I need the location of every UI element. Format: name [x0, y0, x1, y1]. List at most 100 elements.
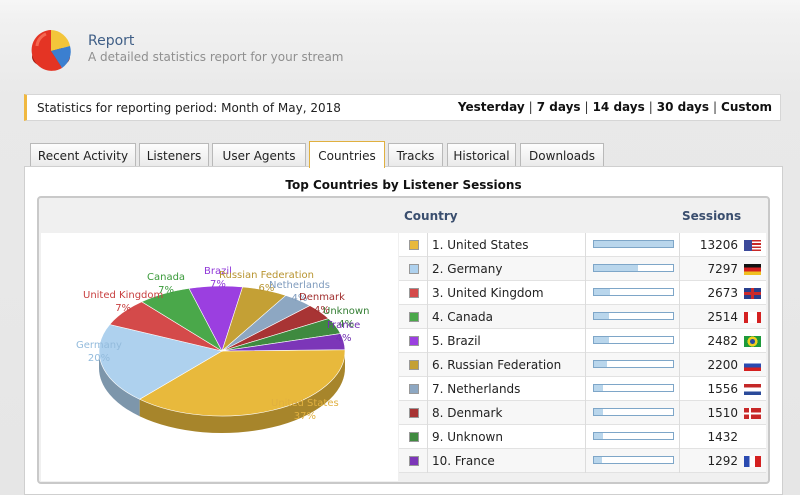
session-count: 1292: [707, 454, 738, 468]
cell-divider: [585, 281, 586, 305]
pie-label: Germany 20%: [76, 339, 122, 365]
cell-divider: [427, 377, 428, 401]
tab-historical[interactable]: Historical: [447, 143, 516, 167]
legend-swatch: [409, 312, 419, 322]
tab-user-agents[interactable]: User Agents: [212, 143, 306, 167]
table-row[interactable]: 8. Denmark 1510: [399, 401, 766, 425]
cell-divider: [427, 329, 428, 353]
tab-downloads[interactable]: Downloads: [520, 143, 604, 167]
pie-label-pct: 7%: [158, 285, 174, 296]
pie-slice-side: [99, 351, 140, 417]
pie-label-pct: 7%: [210, 279, 226, 290]
ru-flag-icon: [744, 360, 761, 371]
tab-countries[interactable]: Countries: [309, 141, 385, 168]
pie-label-name: Unknown: [323, 306, 370, 317]
session-bar-fill: [594, 457, 602, 463]
pie-label-pct: 7%: [115, 303, 132, 314]
session-bar-fill: [594, 313, 609, 319]
pie-label-pct: 4%: [338, 319, 355, 330]
cell-divider: [679, 305, 680, 329]
column-header-country[interactable]: Country: [404, 209, 458, 223]
tab-recent-activity[interactable]: Recent Activity: [30, 143, 136, 167]
separator: |: [648, 100, 653, 114]
period-label: Statistics for reporting period: Month o…: [37, 101, 341, 115]
pie-slice[interactable]: [138, 349, 346, 417]
pie-slice[interactable]: [221, 333, 346, 352]
cell-divider: [585, 257, 586, 281]
table-row[interactable]: 2. Germany 7297: [399, 257, 766, 281]
session-count: 13206: [699, 238, 738, 252]
session-bar: [593, 360, 674, 368]
fr-flag-icon: [744, 456, 761, 467]
session-count: 2514: [707, 310, 738, 324]
table-row[interactable]: 6. Russian Federation 2200: [399, 353, 766, 377]
session-bar-fill: [594, 361, 608, 367]
country-table: 1. United States 13206 2. Germany 7297 3. Un…: [399, 233, 766, 473]
session-bar: [593, 288, 674, 296]
period-bar: Statistics for reporting period: Month o…: [24, 94, 781, 121]
report-title: Top Countries by Listener Sessions: [285, 178, 522, 192]
de-flag-icon: [744, 264, 761, 275]
legend-swatch: [409, 360, 419, 370]
pie-label-pct: 6%: [258, 283, 275, 294]
report-header: Report A detailed statistics report for …: [22, 22, 800, 80]
country-name: 10. France: [432, 454, 495, 468]
table-row[interactable]: 9. Unknown 1432: [399, 425, 766, 449]
cell-divider: [427, 425, 428, 449]
cell-divider: [427, 449, 428, 473]
pie-chart-panel: United States 37% Germany 20% United Kingdom…: [41, 233, 398, 481]
country-name: 4. Canada: [432, 310, 493, 324]
nl-flag-icon: [744, 384, 761, 395]
session-count: 2200: [707, 358, 738, 372]
pie-label-name: Netherlands: [269, 280, 330, 291]
session-count: 2673: [707, 286, 738, 300]
pie-label: United States 37%: [271, 397, 339, 423]
pie-label: Netherlands 4%: [269, 279, 330, 305]
table-row[interactable]: 1. United States 13206: [399, 233, 766, 257]
cell-divider: [679, 449, 680, 473]
country-name: 7. Netherlands: [432, 382, 521, 396]
page-subtitle: A detailed statistics report for your st…: [88, 50, 344, 64]
table-row[interactable]: 3. United Kingdom 2673: [399, 281, 766, 305]
session-bar: [593, 336, 674, 344]
column-header-sessions[interactable]: Sessions: [682, 209, 742, 223]
table-row[interactable]: 4. Canada 2514: [399, 305, 766, 329]
pie-label-pct: 37%: [293, 411, 316, 422]
session-count: 2482: [707, 334, 738, 348]
pie-label-pct: 4%: [335, 333, 352, 344]
cell-divider: [679, 425, 680, 449]
period-7days-link[interactable]: 7 days: [536, 100, 581, 114]
pie-label: Unknown 4%: [323, 305, 369, 331]
period-14days-link[interactable]: 14 days: [592, 100, 645, 114]
cell-divider: [679, 377, 680, 401]
cell-divider: [585, 233, 586, 257]
pie-label-pct: 20%: [87, 353, 111, 364]
pie-label: Brazil 7%: [204, 265, 232, 291]
pie-slice[interactable]: [98, 324, 223, 400]
period-30days-link[interactable]: 30 days: [656, 100, 709, 114]
period-custom-link[interactable]: Custom: [721, 100, 772, 114]
legend-swatch: [409, 264, 419, 274]
table-row[interactable]: 7. Netherlands 1556: [399, 377, 766, 401]
period-yesterday-link[interactable]: Yesterday: [457, 100, 525, 114]
pie-label-name: Russian Federation: [219, 270, 314, 281]
cell-divider: [427, 305, 428, 329]
country-name: 6. Russian Federation: [432, 358, 562, 372]
legend-swatch: [409, 336, 419, 346]
pie-slice-side: [139, 351, 345, 433]
pie-label: United Kingdom 7%: [83, 289, 163, 315]
table-row[interactable]: 10. France 1292: [399, 449, 766, 473]
session-count: 7297: [707, 262, 738, 276]
cell-divider: [427, 233, 428, 257]
session-bar: [593, 432, 674, 440]
tab-listeners[interactable]: Listeners: [139, 143, 209, 167]
country-name: 9. Unknown: [432, 430, 503, 444]
tab-tracks[interactable]: Tracks: [388, 143, 443, 167]
cell-divider: [427, 353, 428, 377]
pie-label-name: Germany: [76, 340, 122, 351]
pie-label-name: Canada: [147, 272, 186, 283]
cell-divider: [585, 329, 586, 353]
country-name: 8. Denmark: [432, 406, 503, 420]
pie-label: France 4%: [327, 319, 360, 345]
table-row[interactable]: 5. Brazil 2482: [399, 329, 766, 353]
